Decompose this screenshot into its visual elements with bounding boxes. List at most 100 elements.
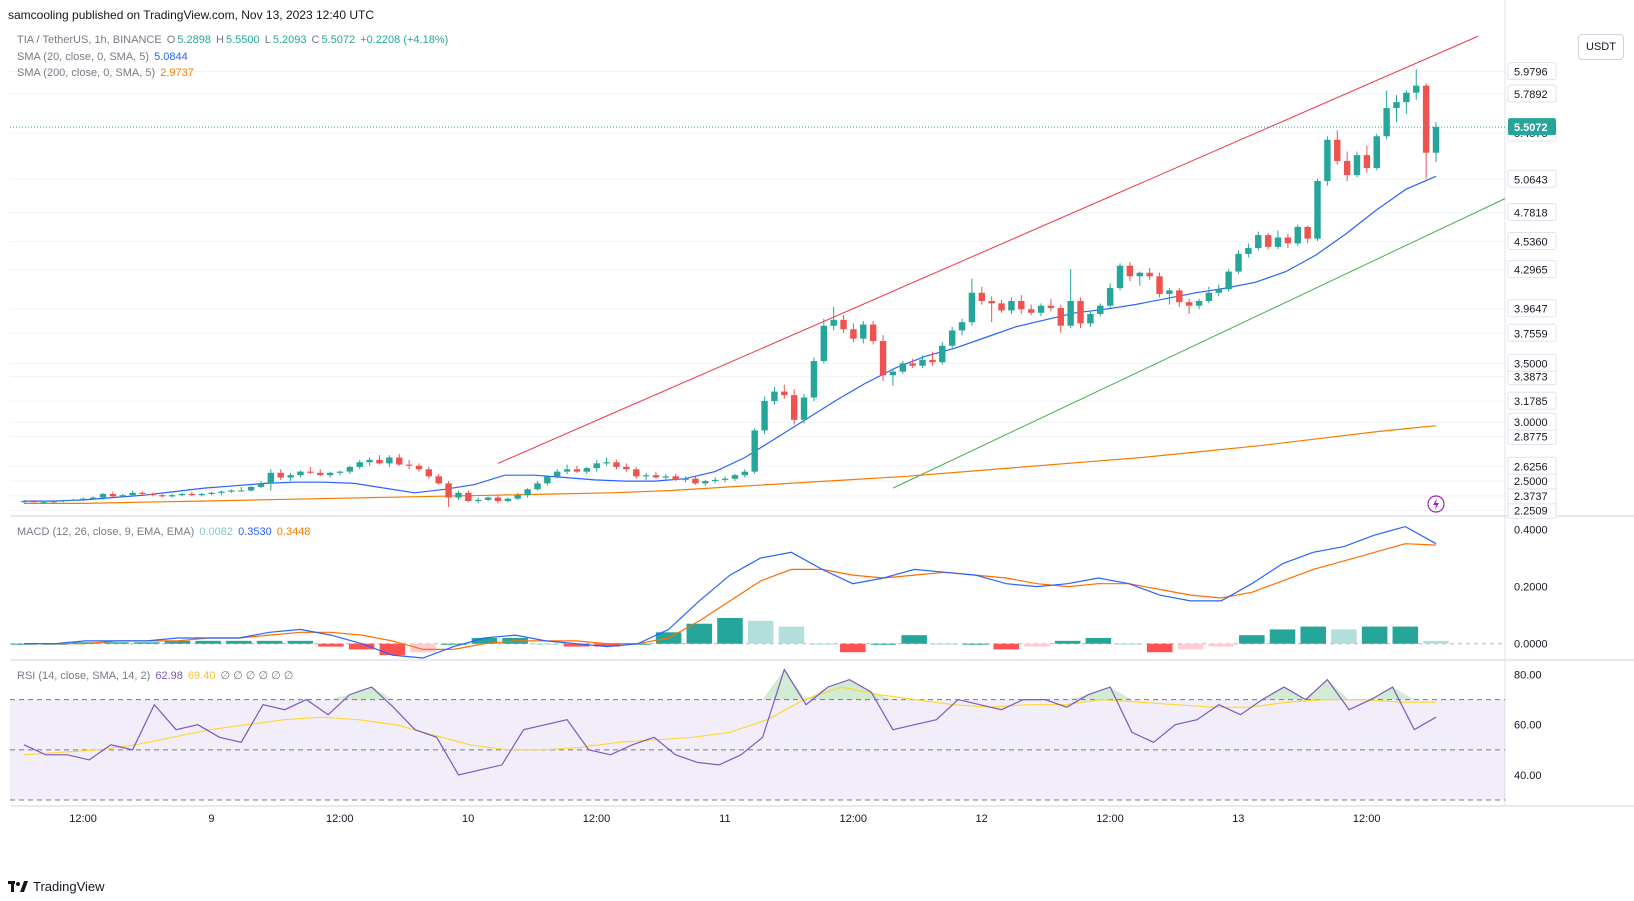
candle-body	[149, 493, 156, 496]
macd-histogram-bar	[226, 640, 252, 644]
price-tick-label: 2.8775	[1514, 432, 1548, 444]
candle-body	[889, 371, 897, 376]
candle-body	[129, 492, 136, 496]
candle-body	[593, 463, 600, 469]
macd-histogram-bar	[287, 640, 314, 644]
rsi-overbought-fill	[784, 669, 807, 700]
candle-body	[208, 492, 215, 494]
candle-body	[1176, 290, 1183, 303]
macd-histogram-bar	[533, 643, 559, 645]
macd-histogram-bar	[410, 643, 436, 653]
macd-hist-value: 0.0082	[199, 526, 233, 538]
macd-histogram-bar	[103, 642, 129, 644]
candle-body	[613, 462, 620, 467]
macd-histogram-bar	[195, 640, 221, 644]
candle-body	[247, 486, 255, 491]
rsi-ma-value: 69.40	[187, 670, 216, 682]
candle-body	[168, 495, 176, 497]
candle-body	[1146, 272, 1153, 277]
candle-body	[632, 469, 640, 477]
candle-body	[1087, 313, 1094, 324]
candle-body	[1225, 271, 1232, 290]
candle-body	[524, 489, 531, 496]
macd-histogram-bar	[1146, 643, 1173, 653]
candle-body	[583, 468, 591, 472]
candle-body	[346, 466, 354, 472]
candle-body	[850, 329, 857, 339]
last-price-box	[1508, 118, 1556, 136]
brand-label: TradingView	[33, 879, 105, 894]
candle-body	[1156, 276, 1163, 294]
price-tick-box	[1507, 231, 1557, 250]
candle-body	[1393, 102, 1400, 109]
price-tick-label: 3.0000	[1514, 417, 1548, 429]
time-tick-label: 10	[462, 813, 474, 825]
candle-body	[978, 292, 985, 302]
price-tick-box	[1507, 391, 1557, 410]
candle-body	[238, 490, 245, 492]
candle-body	[1294, 226, 1301, 244]
close-label: C	[311, 34, 320, 46]
macd-histogram-bar	[379, 643, 406, 656]
candle-body	[405, 464, 413, 466]
candle-body	[741, 471, 749, 476]
candle-body	[119, 495, 126, 497]
candle-body	[939, 345, 946, 363]
rsi-value: 62.98	[155, 670, 183, 682]
candle-body	[721, 478, 729, 480]
rsi-label: RSI (14, close, SMA, 14, 2)	[17, 670, 151, 682]
candle-body	[1215, 289, 1222, 293]
published-header: samcooling published on TradingView.com,…	[8, 8, 374, 22]
price-tick-box	[1507, 62, 1557, 81]
last-price-label: 5.5072	[1514, 122, 1548, 134]
candle-body	[553, 471, 561, 477]
candle-body	[1037, 305, 1045, 313]
candle-body	[563, 469, 571, 472]
candle-body	[692, 478, 699, 484]
candle-body	[326, 472, 334, 476]
candle-body	[1077, 301, 1084, 324]
price-tick-box	[1507, 299, 1557, 318]
macd-histogram-bar	[348, 643, 375, 650]
time-tick-label: 12:00	[326, 813, 354, 825]
sma20-label: SMA (20, close, 0, SMA, 5)	[17, 51, 150, 63]
candle-body	[1324, 139, 1331, 181]
candle-body	[702, 481, 709, 484]
candle-body	[534, 483, 541, 490]
candle-body	[1057, 308, 1064, 326]
macd-histogram-bar	[1177, 643, 1204, 650]
close-value: 5.5072	[321, 34, 356, 46]
macd-histogram-bar	[1423, 640, 1449, 644]
time-tick-label: 12:00	[1353, 813, 1381, 825]
candle-body	[317, 472, 324, 476]
candle-body	[790, 395, 798, 420]
low-label: L	[264, 34, 271, 46]
price-tick-label: 5.9796	[1514, 67, 1548, 79]
candle-body	[20, 501, 28, 503]
macd-histogram-bar	[164, 640, 191, 644]
currency-button[interactable]: USDT	[1578, 34, 1624, 60]
macd-histogram-bar	[686, 623, 713, 644]
candle-body	[1245, 248, 1252, 254]
rsi-overbought-fill	[1327, 679, 1350, 700]
candle-body	[188, 493, 196, 496]
macd-histogram-bar	[809, 643, 835, 645]
rsi-empty-values: ∅ ∅ ∅ ∅ ∅ ∅	[220, 670, 294, 682]
candle-body	[1274, 237, 1282, 247]
candle-body	[672, 476, 679, 480]
macd-histogram-bar	[1085, 638, 1112, 644]
price-tick-label: 4.2965	[1514, 265, 1548, 277]
macd-histogram-bar	[747, 620, 774, 644]
candle-body	[356, 462, 363, 467]
rsi-tick-label: 80.00	[1514, 670, 1542, 682]
candle-body	[455, 492, 462, 498]
macd-histogram-bar	[1239, 635, 1265, 644]
price-tick-label: 2.6256	[1514, 461, 1548, 473]
candle-body	[751, 430, 758, 472]
candle-body	[1353, 155, 1361, 176]
candle-body	[988, 301, 995, 304]
candle-body	[1334, 139, 1341, 161]
candle-body	[1136, 272, 1143, 277]
candle-body	[50, 501, 57, 503]
